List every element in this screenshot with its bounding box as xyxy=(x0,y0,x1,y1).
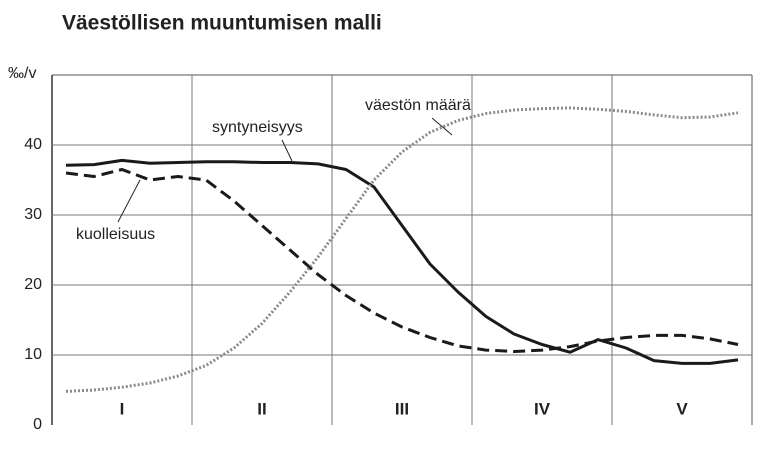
series-line xyxy=(65,106,739,393)
x-tick-label: V xyxy=(676,399,688,418)
x-tick-label: II xyxy=(257,399,266,418)
y-axis-label: ‰/v xyxy=(8,65,36,82)
label-leader xyxy=(281,139,293,162)
series-line xyxy=(65,168,739,353)
x-tick-label: III xyxy=(395,399,409,418)
chart-title: Väestöllisen muuntumisen malli xyxy=(62,12,382,35)
label-leader xyxy=(117,179,141,223)
x-tick-label: IV xyxy=(534,399,551,418)
series-label: väestön määrä xyxy=(365,97,471,114)
series-label: kuolleisuus xyxy=(76,226,155,243)
y-tick-label: 10 xyxy=(24,346,42,363)
label-leader xyxy=(431,117,453,136)
series-label: syntyneisyys xyxy=(212,119,303,136)
series-line xyxy=(65,158,739,365)
x-tick-label: I xyxy=(120,399,125,418)
y-tick-label: 40 xyxy=(24,136,42,153)
y-tick-label: 0 xyxy=(33,416,42,433)
y-tick-label: 20 xyxy=(24,276,42,293)
y-tick-label: 30 xyxy=(24,206,42,223)
